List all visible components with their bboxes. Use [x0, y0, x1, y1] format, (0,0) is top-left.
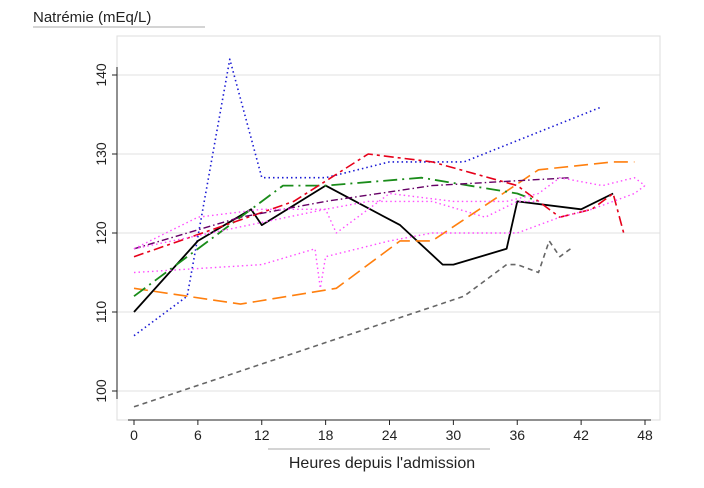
- plot-area: [116, 35, 661, 421]
- series-line-7: [133, 177, 571, 250]
- y-tick-label: 110: [93, 301, 109, 324]
- x-tick-label: 24: [382, 427, 398, 443]
- x-axis-title: Heures depuis l'admission: [289, 455, 475, 472]
- series-line-8: [133, 177, 646, 250]
- x-tick-label: 42: [573, 427, 589, 443]
- chart-title: Natrémie (mEq/L): [33, 9, 151, 26]
- series-line-9: [133, 185, 646, 289]
- series-line-4: [133, 161, 635, 305]
- series-line-3: [133, 184, 614, 313]
- series-line-10: [133, 200, 539, 250]
- y-tick-label: 120: [93, 221, 109, 245]
- x-tick-label: 0: [130, 427, 138, 443]
- x-tick-label: 12: [254, 427, 270, 443]
- y-tick-label: 140: [93, 63, 109, 87]
- series-line-2: [133, 240, 571, 408]
- y-tick-label: 100: [93, 379, 109, 403]
- x-tick-label: 36: [509, 427, 525, 443]
- x-tick-label: 30: [446, 427, 462, 443]
- series-line-5: [133, 176, 539, 297]
- series-line-6: [133, 153, 625, 258]
- series-line-1: [133, 58, 603, 337]
- x-tick-label: 6: [194, 427, 202, 443]
- x-tick-label: 18: [318, 427, 334, 443]
- y-tick-label: 130: [93, 142, 109, 166]
- x-tick-label: 48: [637, 427, 653, 443]
